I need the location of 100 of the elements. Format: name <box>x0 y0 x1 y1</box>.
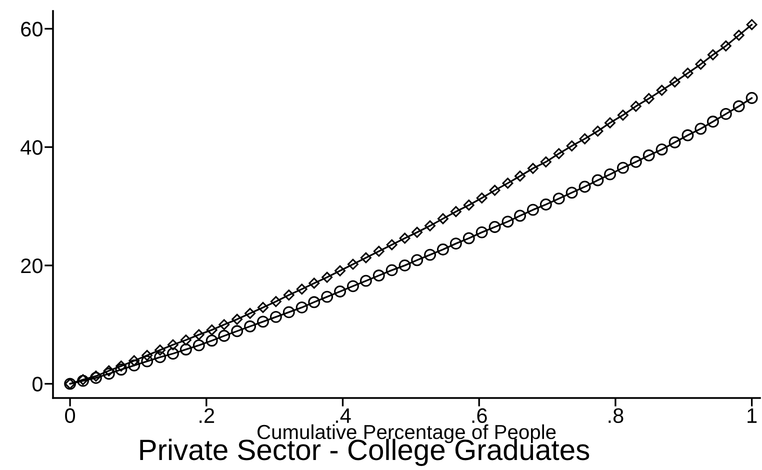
point <box>617 110 628 121</box>
point <box>334 265 346 276</box>
point <box>732 100 745 112</box>
point <box>604 117 616 128</box>
point <box>142 350 153 361</box>
y-tick-label: 40 <box>20 140 42 155</box>
point <box>476 226 488 238</box>
x-tick-label: 1 <box>748 408 757 423</box>
point <box>244 308 256 319</box>
point <box>502 216 514 228</box>
point <box>592 174 604 186</box>
point <box>308 296 320 308</box>
point <box>180 334 192 346</box>
point <box>489 184 500 196</box>
point <box>360 252 372 264</box>
point <box>462 232 475 244</box>
point <box>321 290 334 303</box>
point <box>450 206 462 218</box>
point <box>694 122 707 135</box>
point <box>372 270 385 282</box>
x-tick-label: .8 <box>608 408 624 424</box>
point <box>102 368 115 380</box>
point <box>167 348 179 360</box>
point <box>270 296 282 308</box>
point <box>707 49 718 60</box>
point <box>566 140 578 152</box>
point <box>398 259 411 272</box>
point <box>399 232 410 244</box>
point <box>206 324 218 336</box>
point <box>720 40 732 52</box>
point <box>682 68 694 79</box>
point <box>192 339 205 352</box>
point <box>720 108 732 120</box>
point <box>360 274 372 287</box>
point <box>592 126 604 137</box>
point <box>552 192 565 205</box>
point <box>244 320 256 332</box>
point <box>115 364 128 376</box>
point <box>218 330 230 342</box>
point <box>386 264 398 276</box>
x-tick-label: .2 <box>200 408 214 423</box>
point <box>386 239 398 250</box>
point <box>706 116 719 128</box>
point <box>733 30 744 41</box>
point <box>206 334 218 347</box>
point <box>527 162 538 174</box>
x-tick-label: 0 <box>65 408 76 424</box>
point <box>746 92 758 104</box>
point <box>526 204 539 216</box>
point <box>141 355 154 368</box>
point <box>630 100 642 112</box>
point <box>270 310 282 323</box>
point <box>540 156 552 168</box>
point <box>411 254 424 266</box>
point <box>296 301 308 314</box>
point <box>668 136 681 148</box>
point <box>578 180 591 193</box>
point <box>553 148 564 160</box>
point <box>437 244 449 256</box>
point <box>424 248 436 261</box>
y-tick-label: 0 <box>32 376 42 392</box>
point <box>450 238 462 250</box>
point <box>540 198 552 210</box>
point <box>604 168 616 180</box>
point <box>308 278 320 289</box>
point <box>180 344 192 356</box>
point <box>579 133 590 144</box>
point <box>616 162 629 174</box>
y-tick-label: 20 <box>21 258 42 274</box>
point <box>437 213 448 224</box>
point <box>283 290 294 301</box>
point <box>296 284 308 295</box>
point <box>463 200 474 211</box>
point <box>424 220 436 232</box>
point <box>695 58 706 70</box>
point <box>322 272 333 283</box>
point <box>258 302 268 313</box>
y-tick-label: 60 <box>21 22 42 37</box>
point <box>514 210 526 222</box>
point <box>348 258 358 270</box>
point <box>128 359 140 372</box>
point <box>746 19 758 30</box>
point <box>656 84 668 96</box>
point <box>282 306 295 318</box>
point <box>103 365 114 376</box>
point <box>488 221 501 233</box>
point <box>682 129 694 142</box>
point <box>502 178 514 189</box>
point <box>476 192 488 204</box>
point <box>514 170 526 182</box>
point <box>128 355 140 366</box>
point <box>231 325 244 338</box>
point <box>154 351 166 364</box>
point <box>232 314 243 325</box>
x-tick-label: .6 <box>472 408 487 424</box>
point <box>373 246 384 257</box>
point <box>218 319 230 330</box>
point <box>154 344 166 356</box>
point <box>334 286 346 298</box>
point <box>412 226 423 238</box>
